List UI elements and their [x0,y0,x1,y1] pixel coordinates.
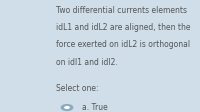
Text: Two differential currents elements: Two differential currents elements [56,6,187,15]
Text: Select one:: Select one: [56,84,98,93]
Circle shape [61,104,73,111]
Text: on idl1 and idl2.: on idl1 and idl2. [56,58,118,67]
Text: a. True: a. True [82,103,108,112]
Circle shape [64,106,70,109]
Text: idL1 and idL2 are aligned, then the: idL1 and idL2 are aligned, then the [56,23,190,32]
Text: force exerted on idL2 is orthogonal: force exerted on idL2 is orthogonal [56,40,190,49]
